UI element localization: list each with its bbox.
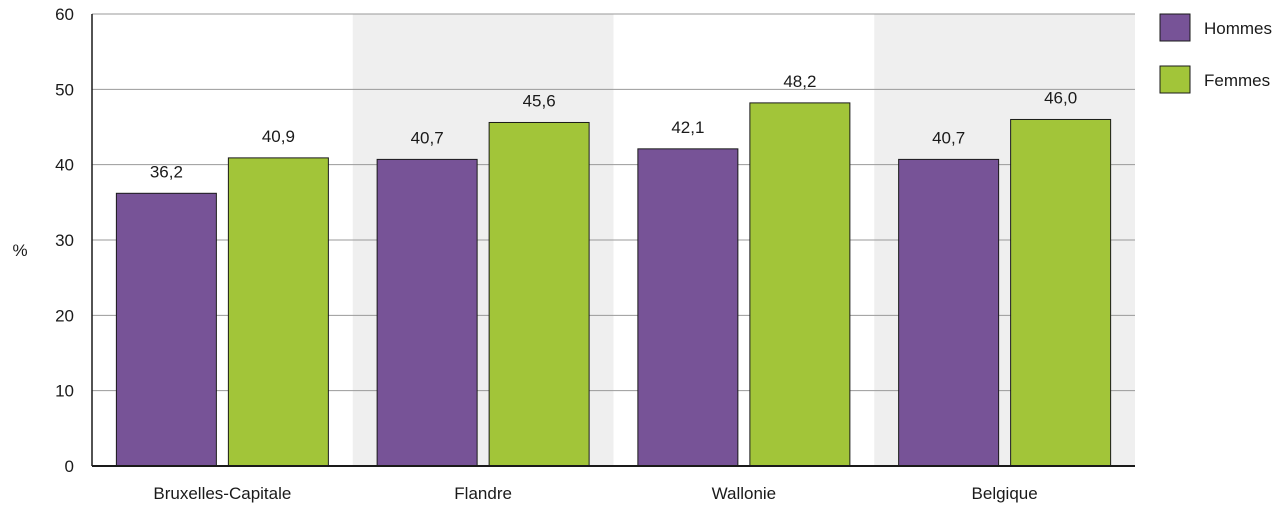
bar-hommes-2 xyxy=(376,158,478,467)
value-label: 42,1 xyxy=(671,118,704,137)
y-tick-label: 40 xyxy=(55,156,74,175)
value-label: 45,6 xyxy=(523,91,556,110)
bar-hommes-1 xyxy=(115,192,217,467)
y-axis-label: % xyxy=(12,241,27,260)
bars xyxy=(115,102,1112,467)
value-label: 40,7 xyxy=(932,128,965,147)
bar-femmes-4 xyxy=(1010,118,1112,467)
value-label: 48,2 xyxy=(783,72,816,91)
bar-femmes-3 xyxy=(749,102,851,467)
y-tick-label: 20 xyxy=(55,306,74,325)
bar-hommes-3 xyxy=(637,148,739,467)
value-label: 36,2 xyxy=(150,162,183,181)
y-tick-label: 0 xyxy=(65,457,74,476)
bar-hommes-4 xyxy=(898,158,1000,467)
x-tick-label: Wallonie xyxy=(712,484,777,503)
legend-label-femmes: Femmes xyxy=(1204,71,1270,90)
value-labels: 36,2 40,9 40,7 45,6 42,1 48,2 40,7 46,0 xyxy=(150,72,1077,181)
x-tick-label: Bruxelles-Capitale xyxy=(153,484,291,503)
y-tick-label: 10 xyxy=(55,382,74,401)
y-tick-label: 60 xyxy=(55,5,74,24)
x-tick-labels: Bruxelles-Capitale Flandre Wallonie Belgiqu… xyxy=(153,484,1037,503)
bar-femmes-2 xyxy=(488,121,590,467)
y-tick-label: 30 xyxy=(55,231,74,250)
legend: Hommes Femmes xyxy=(1159,13,1272,94)
y-tick-labels: 0 10 20 30 40 50 60 xyxy=(55,5,74,476)
legend-swatch-hommes xyxy=(1159,13,1191,42)
x-tick-label: Belgique xyxy=(972,484,1038,503)
value-label: 40,9 xyxy=(262,127,295,146)
value-label: 46,0 xyxy=(1044,88,1077,107)
x-tick-label: Flandre xyxy=(454,484,512,503)
legend-label-hommes: Hommes xyxy=(1204,19,1272,38)
legend-swatch-femmes xyxy=(1159,65,1191,94)
y-tick-label: 50 xyxy=(55,80,74,99)
bar-femmes-1 xyxy=(227,157,329,467)
value-label: 40,7 xyxy=(411,128,444,147)
axes xyxy=(91,14,1135,467)
